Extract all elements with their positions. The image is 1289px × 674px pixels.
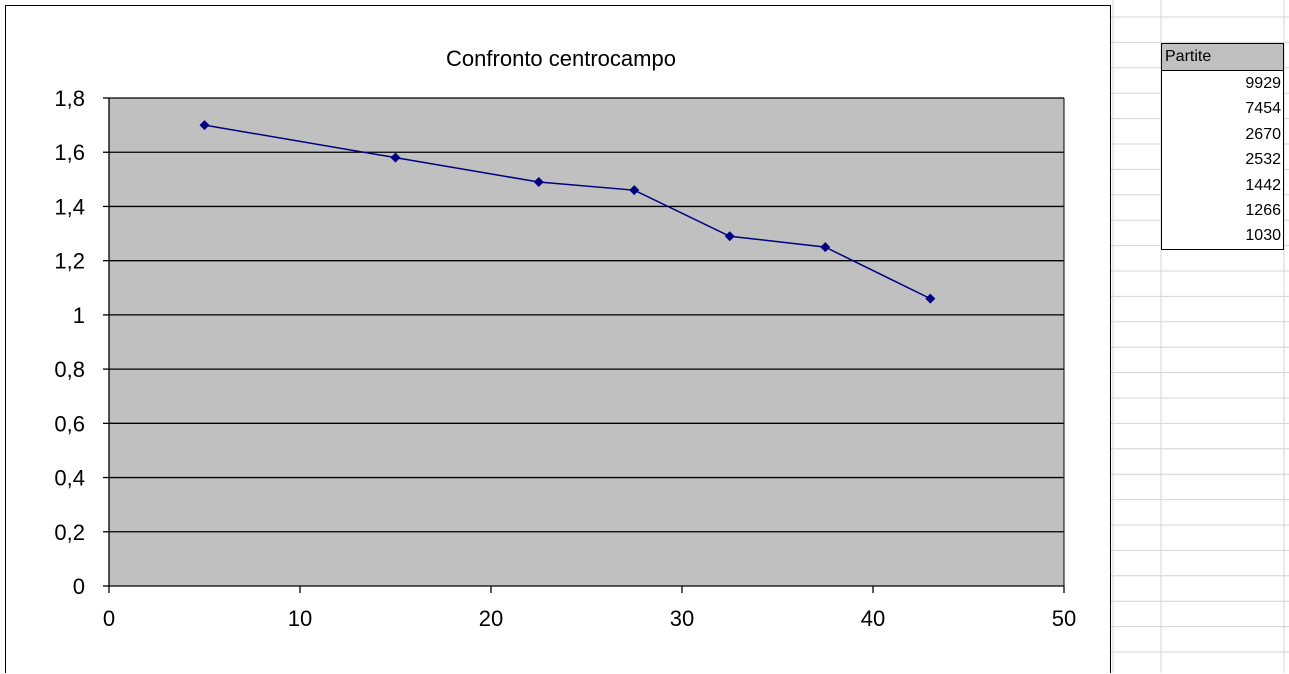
y-tick-label: 1,6: [54, 140, 85, 165]
y-tick-label: 1,2: [54, 249, 85, 274]
data-point-marker[interactable]: [533, 177, 544, 188]
y-tick-label: 0,2: [54, 520, 85, 545]
partite-cell[interactable]: 9929: [1245, 75, 1281, 92]
series: [199, 120, 936, 304]
x-tick-label: 10: [288, 606, 312, 631]
x-tick-label: 20: [479, 606, 503, 631]
partite-cell[interactable]: 2670: [1245, 125, 1281, 143]
data-point-marker[interactable]: [629, 185, 640, 196]
x-tick-label: 40: [861, 606, 885, 631]
chart-object[interactable]: 0 0,2 0,4 0,6 0,8 1 1,2 1,4 1,6 1,8 0 10 20 30 40 50 C…: [5, 5, 1111, 673]
partite-header[interactable]: Partite: [1162, 44, 1283, 71]
partite-table: Partite 9929 7454 2670 2532 1442 1266 1030: [1161, 43, 1284, 250]
plot-area: [109, 98, 1064, 586]
y-tick-label: 0,4: [54, 466, 85, 491]
partite-values: 9929 7454 2670 2532 1442 1266 1030: [1162, 71, 1283, 249]
partite-cell[interactable]: 7454: [1245, 100, 1281, 118]
partite-cell[interactable]: 1442: [1245, 176, 1281, 194]
x-tick-label: 30: [670, 606, 694, 631]
y-axis-tick-labels: 0 0,2 0,4 0,6 0,8 1 1,2 1,4 1,6 1,8: [54, 86, 85, 599]
partite-cell[interactable]: 1030: [1245, 227, 1281, 245]
y-tick-label: 1,8: [54, 86, 85, 111]
data-point-marker[interactable]: [925, 293, 936, 304]
axes: [103, 97, 1065, 593]
data-point-marker[interactable]: [390, 152, 401, 163]
data-point-marker[interactable]: [724, 231, 735, 242]
y-tick-label: 1,4: [54, 194, 85, 219]
data-point-marker[interactable]: [199, 120, 210, 131]
line-chart: 0 0,2 0,4 0,6 0,8 1 1,2 1,4 1,6 1,8 0 10 20 30 40 50 C…: [54, 46, 1076, 631]
y-tick-label: 0,8: [54, 357, 85, 382]
partite-cell[interactable]: 2532: [1245, 151, 1281, 169]
x-axis-tick-labels: 0 10 20 30 40 50: [103, 606, 1076, 631]
data-point-marker[interactable]: [820, 242, 831, 253]
y-tick-label: 1: [73, 303, 85, 328]
x-tick-label: 0: [103, 606, 115, 631]
y-tick-label: 0: [73, 574, 85, 599]
chart-title: Confronto centrocampo: [446, 46, 676, 71]
x-tick-label: 50: [1052, 606, 1076, 631]
horizontal-gridlines: [109, 97, 1064, 533]
partite-cell[interactable]: 1266: [1245, 201, 1281, 219]
y-tick-label: 0,6: [54, 411, 85, 436]
